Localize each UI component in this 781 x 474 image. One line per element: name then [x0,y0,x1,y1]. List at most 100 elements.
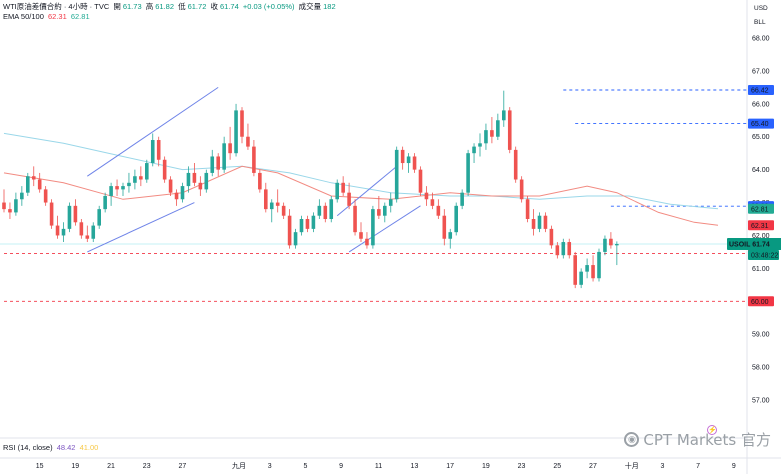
candle-body[interactable] [49,202,54,226]
candle-body[interactable] [79,222,84,236]
candle-body[interactable] [26,176,30,193]
candle-body[interactable] [162,159,167,180]
candle-body[interactable] [299,219,304,233]
candle-body[interactable] [8,209,12,213]
candle-body[interactable] [269,202,274,210]
candle-body[interactable] [353,205,357,233]
candle-body[interactable] [20,192,24,200]
candle-body[interactable] [37,179,42,190]
candle-body[interactable] [115,186,119,190]
candle-body[interactable] [430,199,435,206]
candle-body[interactable] [192,172,197,183]
candle-body[interactable] [329,199,334,219]
candle-body[interactable] [281,205,286,216]
candle-body[interactable] [139,176,143,180]
candle-body[interactable] [186,172,191,187]
currency-label[interactable]: USD BLL [754,4,768,28]
candle-body[interactable] [490,130,494,137]
candle-body[interactable] [156,140,161,160]
candle-body[interactable] [454,205,458,233]
candle-body[interactable] [442,215,447,239]
candle-body[interactable] [228,143,232,154]
rsi-legend[interactable]: RSI (14, close) 48.42 41.00 [3,443,100,453]
candle-body[interactable] [406,156,411,164]
candle-body[interactable] [383,205,387,216]
candle-body[interactable] [555,245,560,256]
candle-body[interactable] [305,219,310,229]
candle-body[interactable] [341,182,345,193]
candle-body[interactable] [240,110,244,137]
candle-body[interactable] [258,172,262,190]
candle-body[interactable] [85,235,90,239]
last-price-tag[interactable] [727,238,781,251]
trend-channel-line[interactable] [87,86,219,177]
candle-body[interactable] [484,130,488,144]
candle-body[interactable] [61,228,66,236]
candle-body[interactable] [150,140,155,164]
candle-body[interactable] [507,110,512,150]
candle-body[interactable] [14,199,18,213]
candle-body[interactable] [55,225,60,236]
candle-body[interactable] [168,179,173,193]
candle-body[interactable] [246,136,250,147]
candle-body[interactable] [377,209,381,216]
candle-body[interactable] [127,182,131,187]
candle-body[interactable] [400,149,405,164]
candle-body[interactable] [2,202,6,210]
candle-body[interactable] [103,195,107,210]
candle-body[interactable] [31,176,36,180]
candle-body[interactable] [502,110,506,121]
trend-channel-line[interactable] [348,205,421,253]
candle-body[interactable] [448,232,453,239]
candle-body[interactable] [216,156,220,170]
candle-body[interactable] [222,143,226,170]
trend-channel-line[interactable] [336,165,398,217]
candle-body[interactable] [537,215,542,229]
candle-body[interactable] [460,192,464,206]
candle-body[interactable] [549,228,554,246]
candle-body[interactable] [436,205,441,216]
candle-body[interactable] [133,176,137,183]
candle-body[interactable] [365,238,369,246]
candle-body[interactable] [394,149,399,200]
candle-body[interactable] [180,186,185,200]
candle-body[interactable] [496,120,500,137]
candle-body[interactable] [234,110,238,154]
candle-body[interactable] [311,215,316,229]
candle-body[interactable] [579,271,583,285]
candle-body[interactable] [359,232,363,239]
candle-body[interactable] [73,205,78,223]
candle-body[interactable] [519,179,524,200]
candle-body[interactable] [323,205,328,219]
candle-body[interactable] [388,199,393,206]
candle-body[interactable] [97,209,101,226]
candle-body[interactable] [597,251,601,279]
candle-body[interactable] [609,238,613,246]
candle-body[interactable] [472,146,476,154]
candle-body[interactable] [252,146,256,173]
candle-body[interactable] [145,163,149,180]
candle-body[interactable] [543,215,548,229]
ema-legend[interactable]: EMA 50/100 62.31 62.81 [3,12,92,22]
candle-body[interactable] [335,182,339,200]
candle-body[interactable] [371,209,375,246]
candle-body[interactable] [585,265,589,272]
candle-body[interactable] [287,215,292,246]
candle-body[interactable] [275,202,280,206]
candle-body[interactable] [412,156,417,170]
ema50-line[interactable] [3,165,719,226]
symbol-title[interactable]: WTI原油差價合約 · 4小時 · TVC [3,2,110,11]
candle-body[interactable] [513,149,518,180]
candle-body[interactable] [615,244,619,246]
candle-body[interactable] [466,153,470,193]
candle-body[interactable] [91,225,96,239]
flash-icon[interactable]: ⚡ [707,425,717,435]
candle-body[interactable] [573,255,577,285]
candle-body[interactable] [603,238,607,252]
candle-body[interactable] [478,143,482,147]
candle-body[interactable] [418,169,423,193]
candle-body[interactable] [198,182,203,190]
candle-body[interactable] [204,172,209,190]
candle-body[interactable] [561,242,566,256]
